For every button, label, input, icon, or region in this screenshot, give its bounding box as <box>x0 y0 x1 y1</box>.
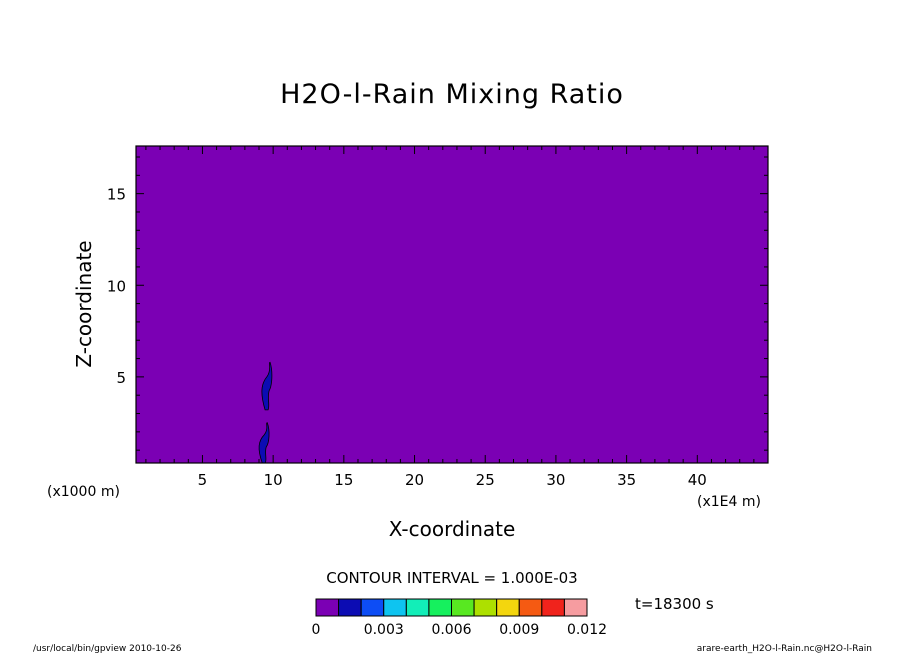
rain-feature-1 <box>258 422 270 464</box>
colorbar-swatch <box>405 598 430 617</box>
plot-frame <box>135 145 769 464</box>
colorbar-swatch <box>428 598 452 617</box>
colorbar-swatch <box>338 598 362 617</box>
plot-area: 5 10 15 20 25 30 35 40 5 10 15 <box>107 145 769 489</box>
x-tick-label: 30 <box>546 471 565 489</box>
x-tick-label: 40 <box>688 471 707 489</box>
colorbar-label: 0.003 <box>364 622 404 638</box>
colorbar-swatch <box>360 598 385 617</box>
colorbar-swatch <box>563 598 588 617</box>
colorbar-label: 0.009 <box>499 622 539 638</box>
colorbar-swatch <box>541 598 565 617</box>
y-tick-label: 5 <box>116 369 126 387</box>
y-axis-label: Z-coordinate <box>72 240 96 367</box>
time-label: t=18300 s <box>635 595 714 613</box>
x-tick-label: 10 <box>264 471 283 489</box>
rain-feature-2 <box>261 361 273 411</box>
x-tick-label: 15 <box>334 471 353 489</box>
colorbar-swatch <box>315 598 340 617</box>
footer-right: arare-earth_H2O-l-Rain.nc@H2O-l-Rain <box>697 644 872 654</box>
colorbar-label: 0.006 <box>431 622 471 638</box>
x-unit-label: (x1000 m) <box>47 484 120 500</box>
colorbar-label: 0.012 <box>567 622 607 638</box>
colorbar-label: 0 <box>312 622 321 638</box>
footer-left: /usr/local/bin/gpview 2010-10-26 <box>33 644 182 654</box>
x-tick-label: 25 <box>476 471 495 489</box>
colorbar-swatch <box>451 598 475 617</box>
rain-features <box>258 361 273 464</box>
background-fill <box>136 146 768 463</box>
chart-title: H2O-l-Rain Mixing Ratio <box>280 79 624 110</box>
colorbar: 0 0.003 0.006 0.009 0.012 <box>312 598 607 638</box>
colorbar-swatch <box>383 598 407 617</box>
contour-interval-text: CONTOUR INTERVAL = 1.000E-03 <box>326 569 577 587</box>
axis-ticks: 5 10 15 20 25 30 35 40 5 10 15 <box>107 146 768 489</box>
y-unit-label: (x1E4 m) <box>697 494 761 510</box>
x-tick-label: 5 <box>198 471 208 489</box>
x-tick-label: 35 <box>617 471 636 489</box>
x-tick-label: 20 <box>405 471 424 489</box>
x-axis-label: X-coordinate <box>389 517 516 541</box>
colorbar-swatch <box>496 598 520 617</box>
y-tick-label: 10 <box>107 277 126 295</box>
colorbar-swatch <box>473 598 498 617</box>
y-tick-label: 15 <box>107 186 126 204</box>
colorbar-swatch <box>518 598 543 617</box>
